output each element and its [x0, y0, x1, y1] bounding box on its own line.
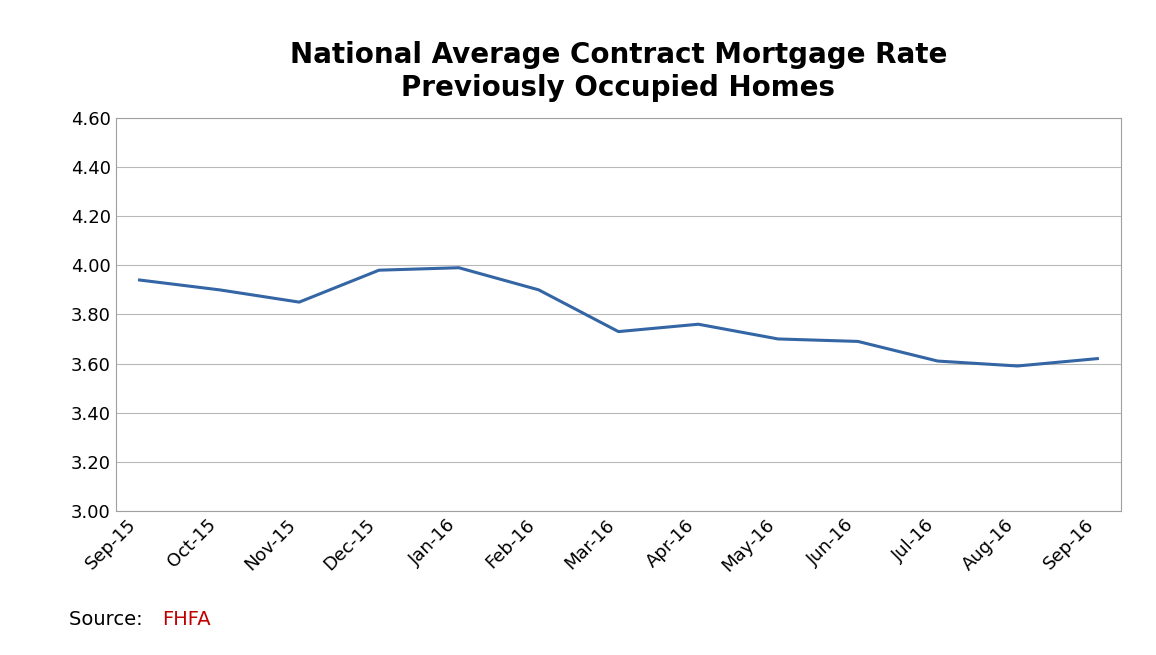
Title: National Average Contract Mortgage Rate
Previously Occupied Homes: National Average Contract Mortgage Rate … [290, 41, 947, 102]
Text: Source:: Source: [69, 610, 156, 629]
Text: FHFA: FHFA [162, 610, 210, 629]
